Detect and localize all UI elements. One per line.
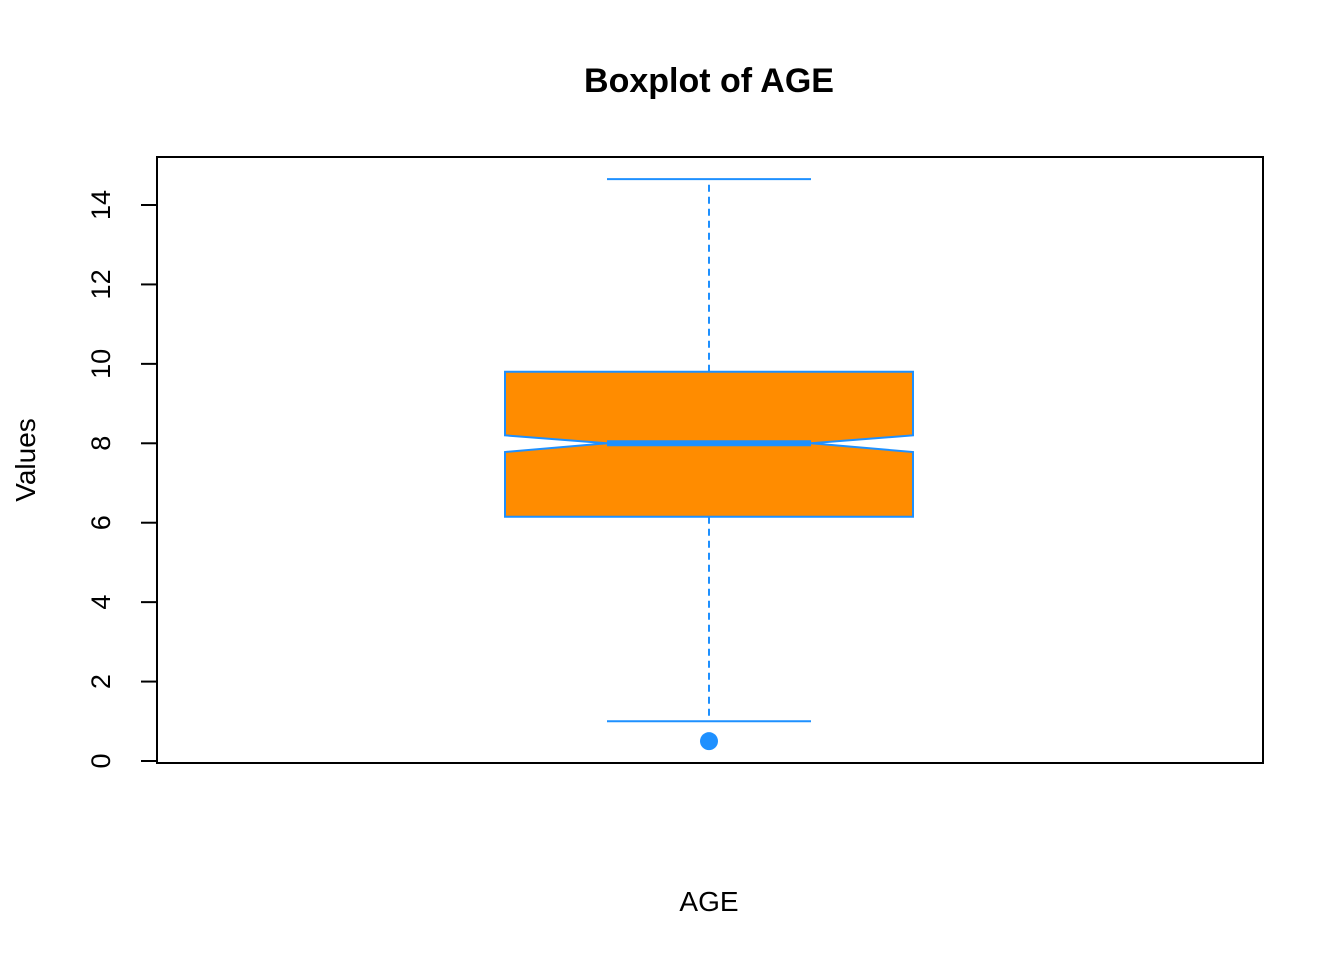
y-axis: 0 2 4 6 8 10 12 14 (86, 190, 158, 769)
x-axis-label: AGE (679, 886, 738, 917)
y-tick-label: 8 (86, 436, 116, 451)
box-group (504, 178, 914, 751)
outlier-point (700, 732, 718, 751)
y-tick-label: 14 (86, 190, 116, 220)
chart-title: Boxplot of AGE (584, 62, 834, 100)
y-tick-label: 10 (86, 349, 116, 379)
y-tick-label: 6 (86, 515, 116, 530)
y-tick-label: 12 (86, 269, 116, 299)
y-tick-label: 2 (86, 674, 116, 689)
y-tick-label: 4 (86, 595, 116, 610)
y-tick-label: 0 (86, 753, 116, 768)
y-axis-label: Values (10, 418, 41, 502)
